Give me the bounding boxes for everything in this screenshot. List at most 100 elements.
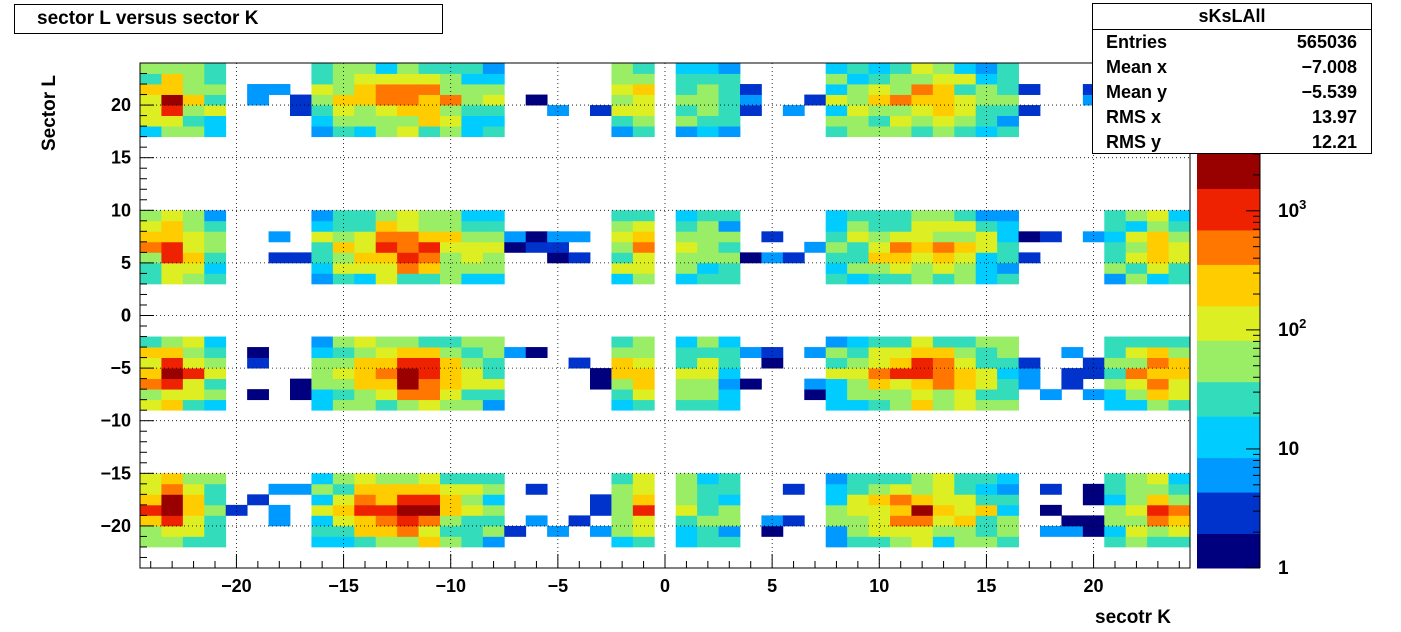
heatmap-cell [397, 368, 419, 380]
heatmap-cell [847, 399, 869, 411]
heatmap-cell [204, 536, 227, 548]
heatmap-cell [204, 252, 227, 264]
heatmap-cell [997, 73, 1019, 85]
palette-swatch [1197, 154, 1260, 162]
heatmap-cell [268, 515, 291, 527]
palette-swatch [1197, 533, 1260, 541]
heatmap-cell [782, 483, 805, 495]
heatmap-cell [847, 378, 869, 390]
heatmap-cell [611, 494, 634, 506]
heatmap-cell [911, 273, 934, 285]
heatmap-cell [1168, 473, 1191, 485]
chart-title: sector L versus sector K [14, 4, 443, 34]
heatmap-cell [954, 241, 977, 253]
heatmap-cell [354, 378, 377, 390]
heatmap-cell [890, 220, 912, 232]
palette-swatch [1197, 229, 1260, 238]
heatmap-cell [397, 473, 419, 485]
heatmap-cell [954, 515, 977, 527]
heatmap-cell [1147, 273, 1169, 285]
heatmap-cell [675, 368, 698, 380]
heatmap-cell [204, 357, 227, 369]
heatmap-cell [975, 84, 998, 95]
heatmap-cell [932, 357, 955, 369]
heatmap-cell [311, 368, 334, 380]
heatmap-cell [611, 252, 634, 264]
heatmap-cell [718, 389, 741, 401]
heatmap-cell [375, 84, 398, 95]
heatmap-cell [954, 536, 977, 548]
heatmap-cell [1061, 525, 1084, 537]
heatmap-cell [182, 536, 205, 548]
palette-swatch [1197, 443, 1260, 452]
heatmap-cell [675, 126, 698, 138]
heatmap-cell [461, 525, 484, 537]
heatmap-cell [632, 105, 655, 117]
palette-swatch [1197, 519, 1260, 528]
heatmap-cell [332, 73, 355, 85]
heatmap-cell [975, 252, 998, 264]
heatmap-cell [1125, 389, 1148, 401]
heatmap-cell [825, 273, 848, 285]
palette-swatch [1197, 381, 1260, 390]
heatmap-cell [332, 389, 355, 401]
heatmap-cell [1040, 525, 1062, 537]
heatmap-cell [632, 473, 655, 485]
heatmap-cell [161, 536, 184, 548]
heatmap-cell [847, 231, 869, 243]
heatmap-cell [1104, 252, 1127, 264]
heatmap-cell [1147, 336, 1169, 348]
heatmap-cell [375, 399, 398, 411]
heatmap-cell [182, 504, 205, 516]
palette-tick-label: 10 [1278, 439, 1299, 460]
palette-swatch [1197, 243, 1260, 252]
heatmap-cell [1082, 231, 1105, 243]
heatmap-cell [611, 336, 634, 348]
heatmap-cell [825, 252, 848, 264]
heatmap-cell [932, 389, 955, 401]
heatmap-cell [461, 347, 484, 358]
heatmap-cell [911, 262, 934, 274]
heatmap-cell [1125, 220, 1148, 232]
heatmap-cell [418, 399, 441, 411]
heatmap-cell [354, 536, 377, 548]
heatmap-cell [847, 347, 869, 358]
palette-tick-label: 103 [1278, 197, 1306, 222]
heatmap-cell [247, 347, 269, 358]
heatmap-cell [890, 525, 912, 537]
heatmap-cell [418, 525, 441, 537]
stats-row-entries: Entries 565036 [1093, 30, 1371, 55]
heatmap-cell [182, 483, 205, 495]
heatmap-cell [975, 378, 998, 390]
heatmap-cell [182, 105, 205, 117]
heatmap-cell [675, 399, 698, 411]
heatmap-cell [911, 399, 934, 411]
heatmap-cell [1104, 231, 1127, 243]
heatmap-cell [847, 536, 869, 548]
heatmap-cell [461, 378, 484, 390]
palette-swatch [1197, 526, 1260, 534]
heatmap-cell [1147, 210, 1169, 222]
heatmap-cell [611, 115, 634, 127]
palette-swatch [1197, 174, 1260, 183]
heatmap-cell [1104, 210, 1127, 222]
heatmap-cell [932, 525, 955, 537]
heatmap-cell [1147, 525, 1169, 537]
heatmap-cell [1147, 504, 1169, 516]
heatmap-cell [718, 94, 741, 106]
heatmap-cell [418, 357, 441, 369]
heatmap-cell [847, 241, 869, 253]
heatmap-cell [718, 241, 741, 253]
heatmap-cell [868, 94, 891, 106]
heatmap-cell [825, 399, 848, 411]
heatmap-cell [440, 94, 462, 106]
heatmap-cell [675, 389, 698, 401]
heatmap-cell [397, 357, 419, 369]
heatmap-cell [482, 210, 505, 222]
heatmap-cell [440, 336, 462, 348]
heatmap-cell [182, 515, 205, 527]
heatmap-cell [954, 389, 977, 401]
heatmap-cell [847, 273, 869, 285]
heatmap-cell [311, 126, 334, 138]
heatmap-cell [440, 262, 462, 274]
